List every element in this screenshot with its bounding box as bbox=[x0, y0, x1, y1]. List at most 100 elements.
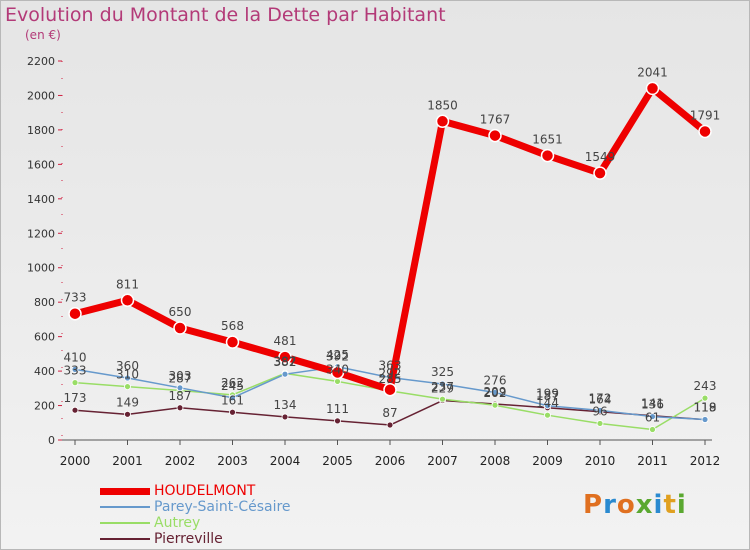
x-tick-label: 2006 bbox=[375, 454, 406, 468]
legend-swatch bbox=[100, 506, 150, 508]
data-label: 410 bbox=[64, 350, 87, 364]
data-label: 136 bbox=[641, 398, 664, 412]
data-point bbox=[702, 416, 708, 422]
data-label: 87 bbox=[382, 406, 397, 420]
data-label: 173 bbox=[64, 391, 87, 405]
y-tick-label: 600 bbox=[34, 331, 55, 344]
data-point bbox=[174, 322, 186, 334]
data-label: 481 bbox=[274, 334, 297, 348]
data-label: 202 bbox=[484, 386, 507, 400]
data-label: 187 bbox=[169, 389, 192, 403]
data-label: 134 bbox=[274, 398, 297, 412]
y-tick-label: 2000 bbox=[27, 89, 55, 102]
data-point bbox=[282, 414, 288, 420]
data-label: 303 bbox=[169, 369, 192, 383]
data-label: 2041 bbox=[637, 65, 668, 79]
logo-letter: o bbox=[617, 490, 636, 520]
y-tick-label: 1200 bbox=[27, 227, 55, 240]
data-point bbox=[440, 396, 446, 402]
series-line bbox=[75, 88, 705, 389]
data-label: 245 bbox=[221, 379, 244, 393]
data-point bbox=[650, 426, 656, 432]
logo-letter: t bbox=[663, 490, 676, 520]
data-point bbox=[597, 420, 603, 426]
data-point bbox=[335, 378, 341, 384]
logo-letter: i bbox=[654, 490, 664, 520]
data-point bbox=[335, 418, 341, 424]
data-label: 119 bbox=[694, 400, 717, 414]
data-point bbox=[72, 407, 78, 413]
legend-label: HOUDELMONT bbox=[154, 483, 255, 499]
data-label: 61 bbox=[645, 410, 660, 424]
data-label: 172 bbox=[589, 391, 612, 405]
data-label: 811 bbox=[116, 277, 139, 291]
data-label: 360 bbox=[116, 359, 139, 373]
data-point bbox=[594, 167, 606, 179]
data-label: 325 bbox=[431, 365, 454, 379]
legend-label: Parey-Saint-Césaire bbox=[154, 499, 291, 515]
data-point bbox=[125, 384, 131, 390]
y-tick-label: 400 bbox=[34, 365, 55, 378]
x-tick-label: 2009 bbox=[532, 454, 563, 468]
data-point bbox=[699, 125, 711, 137]
data-label: 237 bbox=[431, 380, 454, 394]
data-label: 333 bbox=[64, 364, 87, 378]
data-label: 733 bbox=[64, 291, 87, 305]
x-tick-label: 2012 bbox=[690, 454, 721, 468]
y-tick-label: 2200 bbox=[27, 55, 55, 68]
x-tick-label: 2005 bbox=[322, 454, 353, 468]
x-tick-label: 2011 bbox=[637, 454, 668, 468]
data-label: 382 bbox=[274, 355, 297, 369]
data-label: 1850 bbox=[427, 98, 458, 112]
y-tick-label: 1000 bbox=[27, 262, 55, 275]
logo-letter: P bbox=[583, 490, 603, 520]
data-point bbox=[125, 411, 131, 417]
data-point bbox=[122, 294, 134, 306]
x-tick-label: 2003 bbox=[217, 454, 248, 468]
y-tick-label: 1600 bbox=[27, 158, 55, 171]
data-point bbox=[72, 380, 78, 386]
data-point bbox=[282, 371, 288, 377]
data-label: 111 bbox=[326, 402, 349, 416]
data-point bbox=[69, 308, 81, 320]
data-label: 243 bbox=[694, 379, 717, 393]
data-label: 568 bbox=[221, 319, 244, 333]
data-label: 650 bbox=[169, 305, 192, 319]
data-point bbox=[492, 402, 498, 408]
y-tick-label: 1400 bbox=[27, 193, 55, 206]
data-point bbox=[230, 409, 236, 415]
x-tick-label: 2004 bbox=[270, 454, 301, 468]
data-label: 276 bbox=[484, 373, 507, 387]
data-label: 1651 bbox=[532, 133, 563, 147]
x-tick-label: 2000 bbox=[60, 454, 91, 468]
y-tick-label: 0 bbox=[48, 434, 55, 447]
data-label: 96 bbox=[592, 404, 607, 418]
data-point bbox=[647, 82, 659, 94]
data-point bbox=[437, 115, 449, 127]
legend-swatch bbox=[100, 522, 150, 524]
legend-swatch bbox=[100, 538, 150, 540]
legend-swatch bbox=[100, 488, 150, 495]
data-label: 1549 bbox=[585, 150, 616, 164]
data-label: 340 bbox=[326, 362, 349, 376]
data-label: 199 bbox=[536, 387, 559, 401]
data-label: 392 bbox=[326, 349, 349, 363]
data-label: 161 bbox=[221, 393, 244, 407]
y-tick-label: 200 bbox=[34, 400, 55, 413]
data-point bbox=[542, 150, 554, 162]
y-tick-label: 1800 bbox=[27, 124, 55, 137]
x-tick-label: 2008 bbox=[480, 454, 511, 468]
data-point bbox=[545, 412, 551, 418]
data-label: 1791 bbox=[690, 108, 721, 122]
legend-label: Pierreville bbox=[154, 531, 223, 547]
x-tick-label: 2001 bbox=[112, 454, 143, 468]
proxiti-logo: Proxiti bbox=[583, 490, 687, 520]
x-tick-label: 2010 bbox=[585, 454, 616, 468]
data-point bbox=[227, 336, 239, 348]
logo-letter: x bbox=[636, 490, 654, 520]
data-label: 292 bbox=[379, 367, 402, 381]
legend-label: Autrey bbox=[154, 515, 200, 531]
y-tick-label: 800 bbox=[34, 296, 55, 309]
logo-letter: i bbox=[677, 490, 687, 520]
line-chart: 0 200 400 600 800 1000 1200 1400 1600 1800 2000 220… bbox=[0, 0, 750, 550]
